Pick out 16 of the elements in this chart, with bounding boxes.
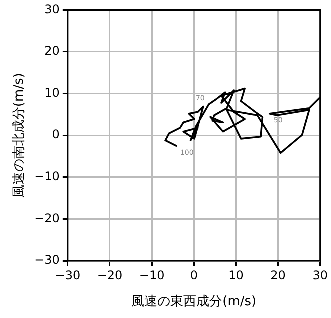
x-tick-label: −10 — [139, 268, 165, 282]
y-tick-label: 30 — [44, 2, 60, 16]
x-tick-label: 20 — [270, 268, 286, 282]
x-tick-label: −30 — [55, 268, 81, 282]
x-tick-label: 10 — [228, 268, 244, 282]
x-tick-label: 0 — [190, 268, 198, 282]
y-tick-label: 20 — [44, 44, 60, 58]
x-tick-label: 30 — [312, 268, 328, 282]
x-axis-title: 風速の東西成分(m/s) — [132, 294, 257, 310]
y-tick-label: −10 — [34, 170, 60, 184]
y-tick-label: −30 — [34, 253, 60, 268]
y-axis-title: 風速の南北成分(m/s) — [12, 73, 28, 198]
y-tick-label: 0 — [52, 128, 60, 142]
y-tick-label: −20 — [34, 211, 60, 226]
x-tick-label: −20 — [97, 268, 123, 282]
y-tick-label: 10 — [44, 86, 60, 100]
